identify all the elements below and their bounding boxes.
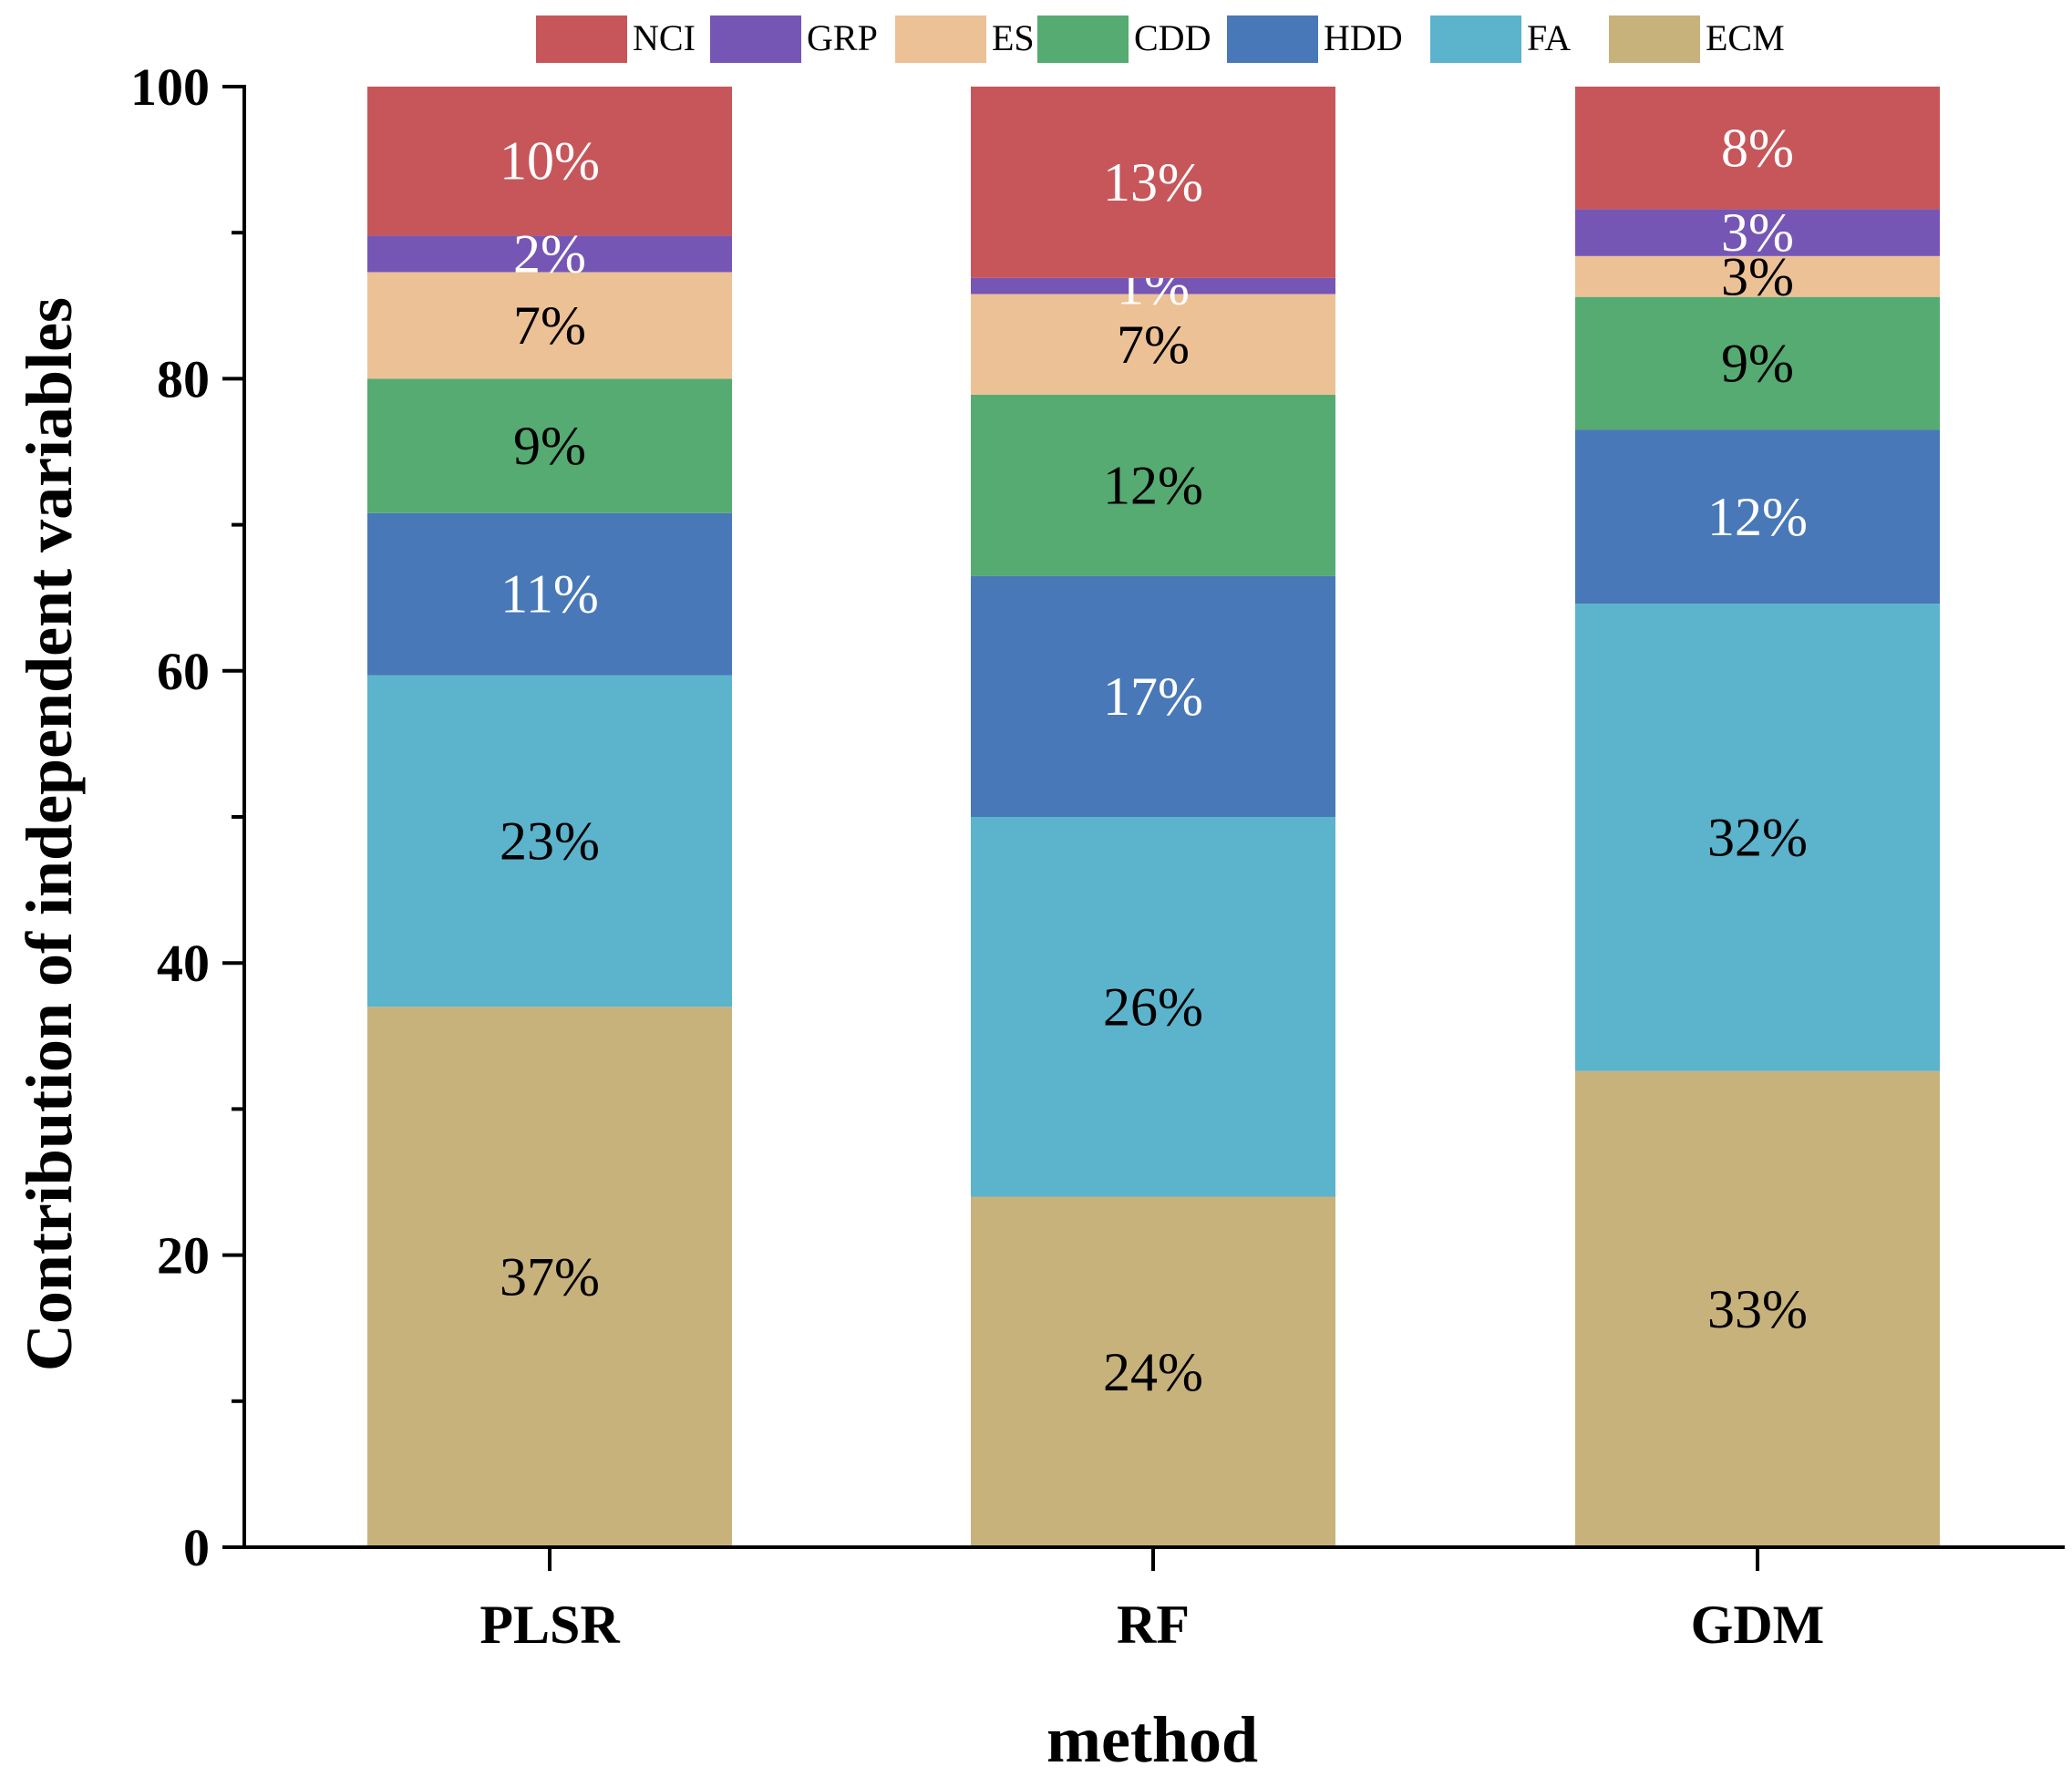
legend-item-cdd: CDD [1037,15,1211,63]
bar-segment-fa [1575,604,1940,1071]
data-label-fa: 32% [1707,807,1808,867]
data-label-ecm: 37% [500,1247,600,1307]
data-label-cdd: 12% [1103,455,1203,515]
legend: NCI GRP ES CDD HDD FA ECM [536,15,1785,63]
legend-item-es: ES [895,15,1035,63]
axes: 0 20 40 60 80 100 PLSR RF GDM [130,57,2065,1655]
data-label-hdd: 12% [1707,487,1808,547]
data-label-nci: 10% [500,131,600,191]
legend-swatch [1227,15,1318,63]
legend-swatch [536,15,627,63]
y-tick-label: 80 [157,349,210,408]
data-label-hdd: 11% [500,564,599,625]
legend-swatch [895,15,986,63]
legend-label: NCI [633,17,696,58]
bars: 37%23%11%9%7%2%10%24%26%17%12%7%1%13%33%… [367,87,1940,1547]
bar-segment-nci [367,87,732,236]
bar-segment-cdd [367,378,732,513]
data-label-cdd: 9% [1721,334,1794,394]
bar-segment-es [367,272,732,379]
data-label-es: 7% [513,295,586,356]
legend-swatch [1430,15,1521,63]
y-axis-title: Contribution of independent variables [13,297,86,1371]
x-tick-label-plsr: PLSR [479,1595,620,1655]
data-label-nci: 13% [1103,152,1203,212]
bar-segment-nci [1575,87,1940,210]
legend-item-hdd: HDD [1227,15,1403,63]
bar-segment-nci [971,87,1335,278]
legend-item-fa: FA [1430,15,1571,63]
legend-label: ES [992,17,1035,58]
legend-label: FA [1527,17,1571,58]
x-tick-label-rf: RF [1117,1595,1190,1655]
bar-segment-hdd [367,512,732,676]
data-label-grp: 3% [1721,202,1794,263]
bar-segment-ecm [1575,1070,1940,1547]
legend-item-ecm: ECM [1609,15,1785,63]
bar-stack-plsr: 37%23%11%9%7%2%10% [367,87,732,1547]
bar-stack-gdm: 33% 32% 12% 9% 3%3% 8% [1575,87,1940,1547]
bar-segment-grp [1575,209,1940,256]
y-tick-label: 100 [130,57,210,117]
bar-segment-grp [971,277,1335,294]
legend-swatch [1609,15,1700,63]
bar-segment-ecm [971,1196,1335,1547]
y-tick-label: 40 [157,934,210,993]
legend-label: ECM [1706,17,1785,58]
bar-segment-ecm [367,1007,732,1547]
legend-swatch [1037,15,1129,63]
data-label-hdd: 17% [1103,666,1203,727]
y-tick-label: 60 [157,642,210,701]
legend-item-grp: GRP [710,15,878,63]
data-label-es: 7% [1117,315,1190,375]
legend-label: HDD [1324,17,1403,58]
bar-stack-rf: 24%26%17%12%7%1%13% [971,87,1335,1547]
legend-label: GRP [807,17,878,58]
x-tick-label-gdm: GDM [1691,1595,1825,1655]
y-tick-label: 0 [183,1518,210,1577]
bar-segment-fa [367,675,732,1007]
bar-segment-hdd [971,575,1335,817]
x-axis-title: method [1046,1703,1258,1776]
legend-swatch [710,15,801,63]
legend-item-nci: NCI [536,15,696,63]
y-tick-label: 20 [157,1226,210,1286]
data-label-cdd: 9% [513,416,586,476]
data-label-nci: 8% [1721,118,1794,178]
data-label-ecm: 33% [1707,1279,1808,1339]
bar-segment-cdd [971,395,1335,576]
data-label-ecm: 24% [1103,1342,1203,1402]
bar-segment-es [1575,255,1940,297]
bar-segment-hdd [1575,429,1940,604]
bar-segment-grp [367,235,732,273]
bar-segment-cdd [1575,296,1940,430]
bar-segment-es [971,294,1335,396]
legend-label: CDD [1134,17,1211,58]
data-label-fa: 23% [500,811,600,871]
data-label-fa: 26% [1103,976,1203,1037]
bar-segment-fa [971,817,1335,1197]
data-label-es: 3% [1721,246,1794,306]
